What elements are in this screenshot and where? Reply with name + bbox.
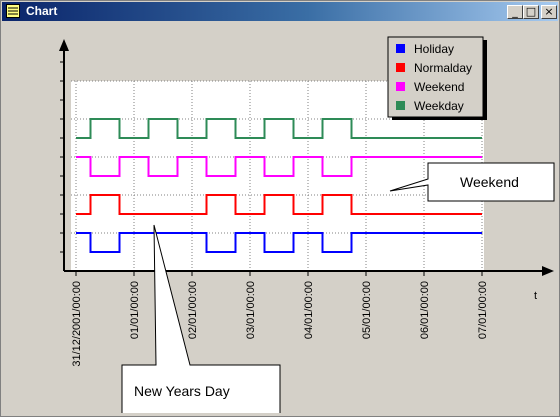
x-tick-label: 02/01/00:00 bbox=[187, 281, 199, 339]
new-years-callout-text: New Years Day bbox=[134, 383, 230, 399]
legend-label-weekend: Weekend bbox=[414, 80, 464, 94]
chart-app-icon bbox=[6, 4, 20, 18]
window-title: Chart bbox=[26, 4, 58, 18]
legend-swatch-weekend bbox=[396, 82, 405, 91]
x-tick-label: 03/01/00:00 bbox=[245, 281, 257, 339]
series-line-weekend bbox=[76, 156, 482, 177]
weekend-callout-box bbox=[389, 162, 555, 202]
title-bar[interactable]: Chart _ □ × bbox=[2, 2, 558, 21]
series-line-holiday bbox=[76, 232, 482, 253]
x-tick-label: 01/01/00:00 bbox=[129, 281, 141, 339]
weekend-callout: Weekend bbox=[389, 162, 555, 202]
legend-label-weekday: Weekday bbox=[414, 99, 464, 113]
legend-swatch-holiday bbox=[396, 44, 405, 53]
weekend-callout-text: Weekend bbox=[460, 174, 519, 190]
close-button[interactable]: × bbox=[541, 5, 557, 19]
series-line-normalday bbox=[76, 194, 482, 215]
x-ticks: 31/12/2001/00:00 01/01/00:00 02/01/00:00 03… bbox=[71, 271, 489, 367]
legend-label-normalday: Normalday bbox=[414, 61, 472, 75]
x-axis-arrow bbox=[542, 266, 554, 276]
legend-swatch-weekday bbox=[396, 101, 405, 110]
legend-swatch-normalday bbox=[396, 63, 405, 72]
maximize-button[interactable]: □ bbox=[523, 5, 539, 19]
x-axis-label: t bbox=[534, 290, 537, 302]
x-tick-label: 07/01/00:00 bbox=[477, 281, 489, 339]
legend-label-holiday: Holiday bbox=[414, 42, 454, 56]
y-axis-arrow bbox=[59, 39, 69, 51]
legend: Holiday Normalday Weekend Weekday bbox=[387, 36, 487, 120]
minimize-button[interactable]: _ bbox=[507, 5, 523, 19]
series-line-weekday bbox=[76, 118, 482, 139]
x-tick-label: 04/01/00:00 bbox=[303, 281, 315, 339]
x-tick-label: 06/01/00:00 bbox=[419, 281, 431, 339]
new-years-callout: New Years Day bbox=[121, 224, 281, 413]
x-tick-label: 31/12/2001/00:00 bbox=[71, 281, 83, 367]
chart-canvas: 31/12/2001/00:00 01/01/00:00 02/01/00:00 03… bbox=[4, 23, 556, 413]
new-years-callout-box bbox=[121, 224, 281, 413]
x-tick-label: 05/01/00:00 bbox=[361, 281, 373, 339]
y-ticks bbox=[60, 61, 64, 253]
series-group bbox=[76, 118, 482, 253]
